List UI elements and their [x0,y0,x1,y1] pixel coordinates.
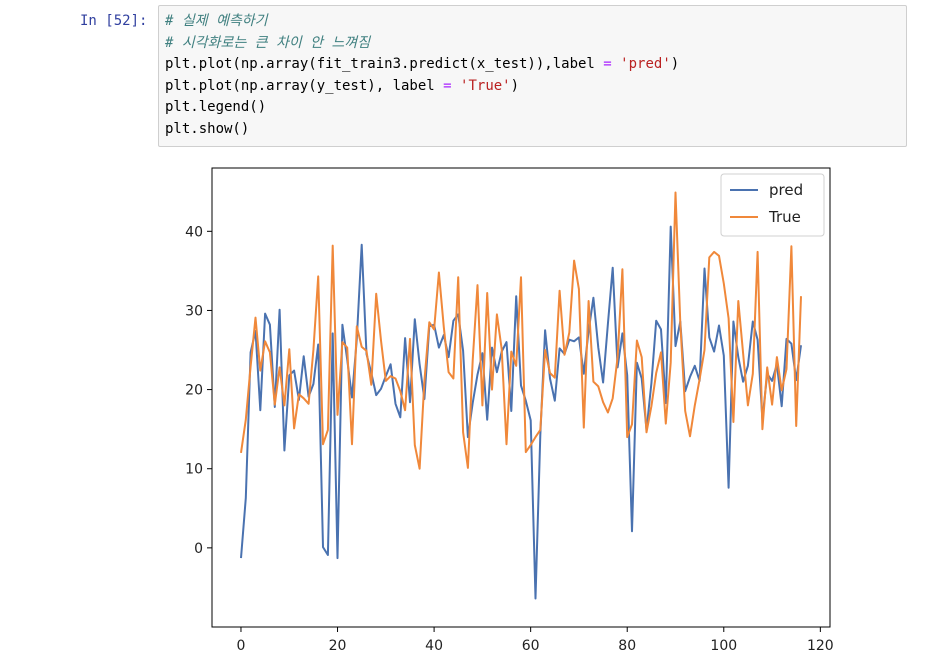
cell-output: 0 20 40 60 80 100 120 0 10 20 30 40 pred True [155,160,845,662]
code-token: # 시각화로는 큰 차이 안 느껴짐 [165,34,371,51]
code-cell-input[interactable]: # 실제 예측하기 # 시각화로는 큰 차이 안 느껴짐 plt.plot(np.a… [158,5,907,147]
code-line: plt.plot(np.array(y_test), label = 'True… [165,76,906,98]
code-line: plt.plot(np.array(fit_train3.predict(x_t… [165,54,906,76]
series-line-true [240,191,802,470]
code-token: 'True' [460,77,511,94]
y-tick-label: 20 [185,383,203,399]
code-editor[interactable]: # 실제 예측하기 # 시각화로는 큰 차이 안 느껴짐 plt.plot(np.a… [165,11,906,140]
y-tick-label: 40 [185,224,203,240]
code-token: = [443,77,452,94]
code-line: # 시각화로는 큰 차이 안 느껴짐 [165,33,906,55]
code-token: plt.plot(np.array(y_test), label [165,77,444,94]
legend-label: pred [769,181,803,199]
x-tick-label: 80 [618,638,636,654]
code-token: plt.plot(np.array(fit_train3.predict(x_t… [165,56,604,72]
code-line: plt.legend() [165,97,906,119]
code-token: ) [670,56,680,72]
series-line-pred [240,225,802,600]
code-token [612,56,620,72]
code-token: = [603,56,612,72]
code-token: 'pred' [620,56,671,72]
x-tick-label: 0 [237,638,246,654]
line-chart: 0 20 40 60 80 100 120 0 10 20 30 40 pred True [185,167,834,654]
code-token: ) [510,77,520,94]
code-token: plt.legend() [165,99,267,115]
legend-label: True [768,208,801,226]
x-tick-label: 40 [425,638,443,654]
cell-prompt: In [52]: [80,13,148,29]
x-tick-label: 60 [522,638,540,654]
code-token: plt.show() [165,120,250,137]
code-line: plt.show() [165,119,906,141]
code-token: # 실제 예측하기 [165,13,268,29]
chart-legend: pred True [720,173,825,237]
x-tick-label: 20 [329,638,347,654]
code-line: # 실제 예측하기 [165,11,906,33]
x-tick-label: 100 [710,638,737,654]
code-token [452,78,460,94]
y-tick-label: 30 [185,303,203,319]
axes-frame [211,167,831,628]
y-tick-label: 0 [194,541,203,557]
x-tick-label: 120 [807,638,834,654]
y-tick-label: 10 [185,462,203,478]
